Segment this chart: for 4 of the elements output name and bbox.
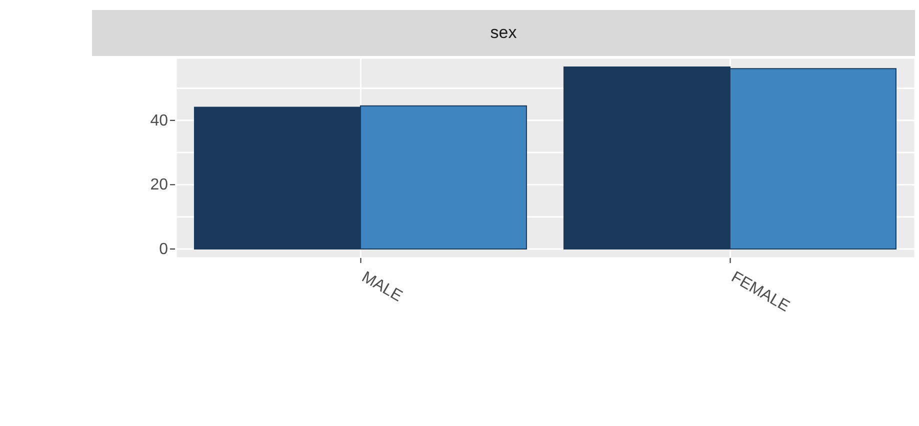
y-tick-label: 40 bbox=[150, 112, 168, 130]
y-tick-label: 0 bbox=[159, 240, 168, 258]
chart-title: sex bbox=[92, 10, 915, 56]
y-tick-label: 20 bbox=[150, 176, 168, 194]
